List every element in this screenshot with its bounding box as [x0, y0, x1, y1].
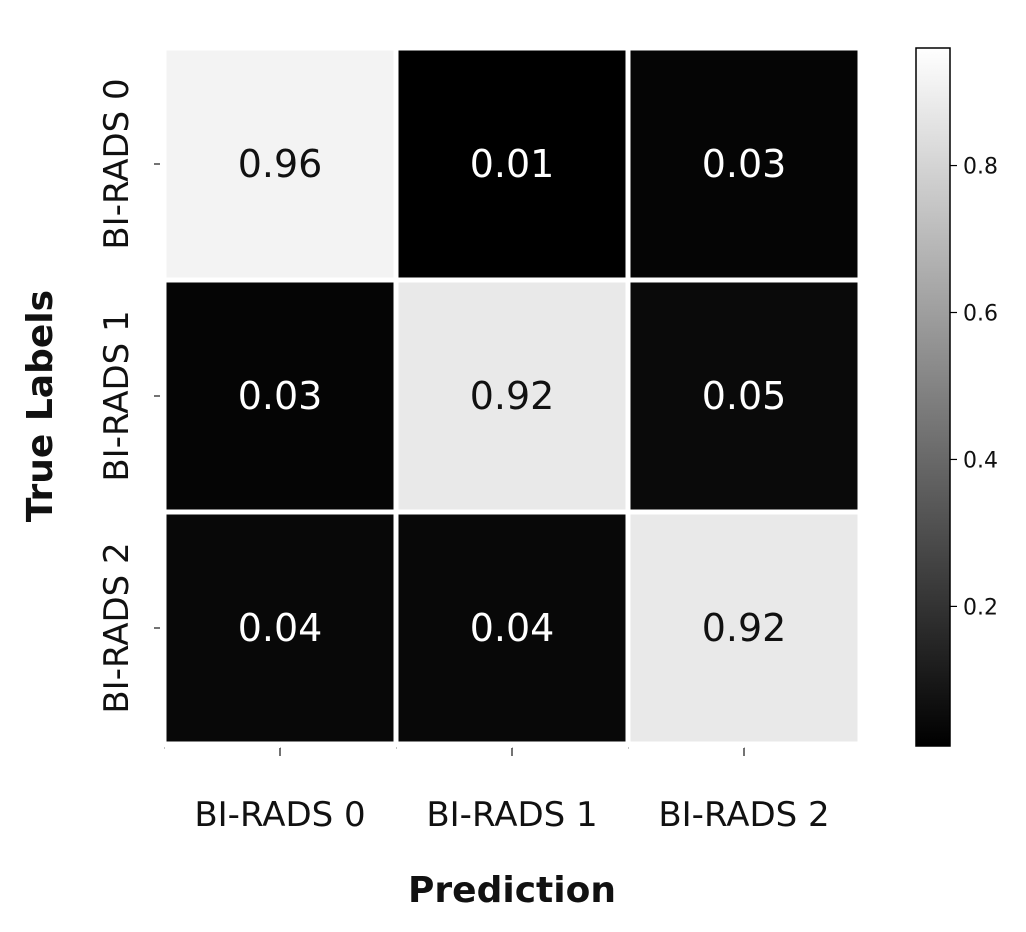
y-tick-label: BI-RADS 0 — [97, 78, 137, 249]
heatmap-cell-r1-c1 — [398, 282, 626, 510]
y-tick-label: BI-RADS 2 — [97, 542, 137, 713]
heatmap-cell-r2-c0 — [166, 514, 394, 742]
cell-value-label: 0.04 — [470, 606, 555, 650]
x-axis-title: Prediction — [408, 870, 616, 911]
colorbar-tick-label: 0.8 — [963, 155, 998, 180]
cell-value-label: 0.05 — [702, 374, 787, 418]
heatmap-cells: 0.96 0.01 0.03 0.03 0.92 0.05 0.04 0.04 0.92 — [166, 50, 858, 742]
heatmap-cell-r1-c2 — [630, 282, 858, 510]
heatmap-cell-r2-c2 — [630, 514, 858, 742]
cell-value-label: 0.03 — [238, 374, 323, 418]
colorbar-tick-label: 0.2 — [963, 595, 998, 620]
y-tick-label: BI-RADS 1 — [97, 310, 137, 481]
heatmap-cell-r0-c0 — [166, 50, 394, 278]
x-tick-label: BI-RADS 1 — [426, 795, 597, 835]
heatmap-cell-r0-c2 — [630, 50, 858, 278]
heatmap-cell-r0-c1 — [398, 50, 626, 278]
cell-value-label: 0.01 — [470, 142, 555, 186]
cell-value-label: 0.96 — [238, 142, 323, 186]
colorbar-bar — [915, 47, 951, 747]
axes: BI-RADS 0 BI-RADS 1 BI-RADS 2 BI-RADS 0 BI-R… — [97, 78, 860, 835]
colorbar: 0.2 0.4 0.6 0.8 — [915, 47, 998, 747]
cell-value-label: 0.03 — [702, 142, 787, 186]
colorbar-tick-label: 0.4 — [963, 448, 998, 473]
y-axis-title: True Labels — [20, 290, 61, 522]
x-tick-label: BI-RADS 0 — [194, 795, 365, 835]
colorbar-tick-label: 0.6 — [963, 302, 998, 327]
x-tick-label: BI-RADS 2 — [658, 795, 829, 835]
heatmap-cell-r2-c1 — [398, 514, 626, 742]
cell-value-label: 0.92 — [702, 606, 787, 650]
heatmap-cell-r1-c0 — [166, 282, 394, 510]
cell-value-label: 0.92 — [470, 374, 555, 418]
cell-value-label: 0.04 — [238, 606, 323, 650]
